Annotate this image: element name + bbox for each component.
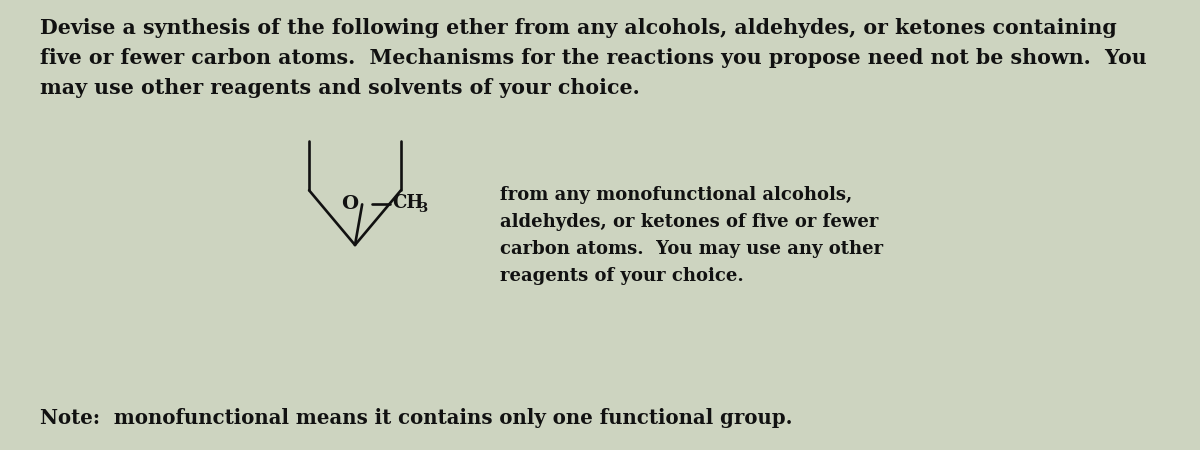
Text: 3: 3 (418, 202, 427, 215)
Text: Note:  monofunctional means it contains only one functional group.: Note: monofunctional means it contains o… (40, 408, 792, 428)
Text: O: O (341, 195, 358, 213)
Text: Devise a synthesis of the following ether from any alcohols, aldehydes, or keton: Devise a synthesis of the following ethe… (40, 18, 1147, 98)
Text: CH: CH (392, 194, 424, 212)
Text: from any monofunctional alcohols,
aldehydes, or ketones of five or fewer
carbon : from any monofunctional alcohols, aldehy… (500, 186, 883, 285)
